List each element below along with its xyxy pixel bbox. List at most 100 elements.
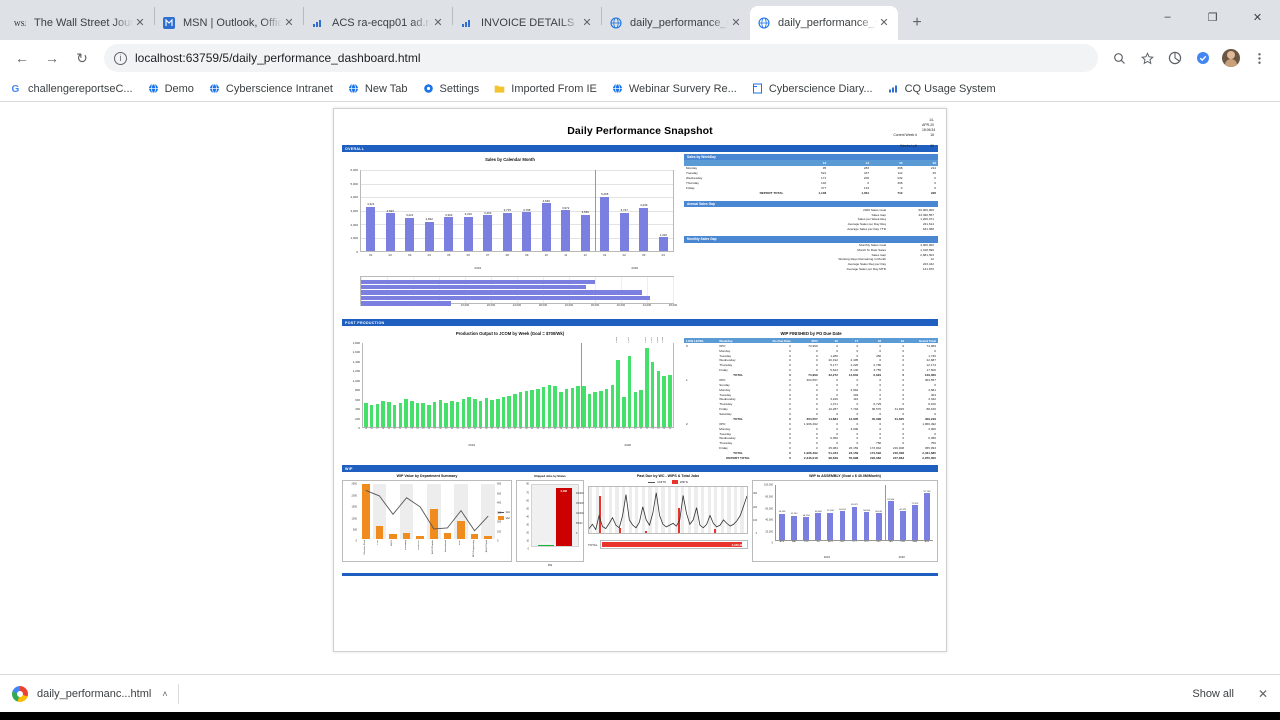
avatar[interactable] bbox=[1222, 49, 1240, 67]
y-tick-label-right: 300 bbox=[753, 493, 757, 496]
forward-button[interactable]: → bbox=[45, 50, 59, 66]
bar bbox=[593, 392, 598, 427]
bar-slot: 49 bbox=[558, 343, 564, 430]
tab-close-icon[interactable]: ✕ bbox=[731, 17, 741, 29]
cell: 0 bbox=[934, 412, 936, 417]
chevron-up-icon[interactable]: ˄ bbox=[162, 688, 168, 699]
sync-icon[interactable] bbox=[1190, 45, 1216, 71]
cell: 0 bbox=[856, 412, 859, 417]
close-window-button[interactable]: ✕ bbox=[1252, 11, 1263, 24]
cell: 0 bbox=[879, 348, 882, 353]
cell: 450 bbox=[875, 353, 882, 358]
browser-tab-2[interactable]: ACS ra-ecqp01 ad.radiusaerospa ✕ bbox=[304, 6, 452, 40]
total-cell: 129,066 bbox=[924, 373, 936, 378]
bar-slot: 4,239 03 bbox=[634, 170, 654, 257]
bookmark-cyberscience-intranet[interactable]: Cyberscience Intranet bbox=[208, 82, 333, 95]
bookmark-challengereports[interactable]: G challengereportseC... bbox=[10, 82, 133, 95]
bar-value-label: 3,715 bbox=[503, 208, 511, 213]
bar bbox=[815, 513, 822, 541]
bar bbox=[582, 385, 586, 427]
y-tick-label: 20,000 bbox=[765, 530, 773, 534]
x-tick-label: 49 bbox=[559, 428, 563, 430]
minimize-button[interactable]: – bbox=[1164, 11, 1171, 23]
annual-gap-row: Sales per Week Req 1,200,071 bbox=[684, 217, 938, 222]
cell: 171 bbox=[821, 175, 827, 180]
x-tick-label: 51 bbox=[571, 428, 574, 430]
browser-tab-0[interactable]: WSJ The Wall Street Journal - Breakin ✕ bbox=[6, 6, 154, 40]
x-tick-label: APR bbox=[924, 541, 930, 544]
bar bbox=[387, 401, 391, 427]
extension-icon[interactable] bbox=[1162, 45, 1188, 71]
bar-slot: 47 bbox=[547, 343, 553, 430]
category-band bbox=[714, 487, 718, 534]
menu-icon[interactable] bbox=[1246, 45, 1272, 71]
bar bbox=[714, 529, 717, 534]
bookmark-imported-from-ie[interactable]: Imported From IE bbox=[493, 82, 597, 95]
x-tick-label: 29 bbox=[444, 428, 448, 430]
bar bbox=[409, 400, 414, 427]
tab-close-icon[interactable]: ✕ bbox=[582, 17, 592, 29]
close-download-bar-icon[interactable]: ✕ bbox=[1257, 686, 1268, 701]
address-bar[interactable]: i localhost:63759/5/daily_performance_da… bbox=[104, 44, 1098, 72]
zoom-icon[interactable] bbox=[1106, 45, 1132, 71]
bar: 1,436 bbox=[616, 337, 620, 427]
maximize-button[interactable]: ❐ bbox=[1207, 11, 1218, 24]
bar-value-label: 1,436 bbox=[616, 337, 619, 343]
bar-slot: 6 bbox=[610, 343, 616, 430]
tab-close-icon[interactable]: ✕ bbox=[135, 17, 145, 29]
table-row: Wednesday 0 0 6,350 0 0 0 6,350 bbox=[684, 436, 938, 441]
bookmarks-bar: G challengereportseC... Demo Cyberscienc… bbox=[0, 76, 1280, 102]
tab-close-icon[interactable]: ✕ bbox=[284, 17, 294, 29]
bar: 1,205 bbox=[656, 337, 661, 427]
cell: 0 bbox=[879, 377, 882, 382]
table-row: 2 0PO 0 1,966,492 0 0 0 0 1,966,492 bbox=[684, 421, 938, 426]
bookmark-settings[interactable]: Settings bbox=[422, 82, 479, 95]
chrome-file-icon bbox=[12, 685, 28, 702]
tab-close-icon[interactable]: ✕ bbox=[433, 17, 443, 29]
bar bbox=[364, 402, 368, 427]
browser-tab-3[interactable]: INVOICE DETAILS ✕ bbox=[453, 6, 601, 40]
bar bbox=[530, 389, 534, 427]
y-tick-label: 800 bbox=[355, 388, 360, 393]
browser-tab-5-active[interactable]: daily_performance_snapshot_hea ✕ bbox=[750, 6, 898, 40]
x-tick-label: 32,000 bbox=[564, 304, 574, 307]
bar bbox=[576, 385, 580, 427]
bookmark-new-tab[interactable]: New Tab bbox=[347, 82, 408, 95]
x-tick-label: 44 bbox=[530, 428, 534, 430]
x-tick-label: 31 bbox=[456, 428, 459, 430]
bar bbox=[644, 530, 648, 534]
bar-slot: 33 bbox=[466, 343, 472, 430]
x-tick-label: 18 bbox=[381, 428, 385, 430]
bar bbox=[561, 210, 571, 251]
cell: 3,226 bbox=[830, 397, 838, 402]
bar bbox=[444, 217, 454, 251]
download-item[interactable]: daily_performanc...html ˄ bbox=[12, 685, 168, 702]
bookmark-cq-usage-system[interactable]: CQ Usage System bbox=[887, 82, 996, 95]
site-info-icon[interactable]: i bbox=[114, 51, 127, 65]
bookmark-star-icon[interactable] bbox=[1134, 45, 1160, 71]
chart-production-output-to-jcom: 0 200 400 600 800 1,000 1,200 1,400 1,600 1,800 15… bbox=[342, 337, 678, 450]
show-all-downloads-button[interactable]: Show all bbox=[1192, 687, 1234, 700]
new-tab-button[interactable]: + bbox=[912, 14, 922, 31]
back-button[interactable]: ← bbox=[15, 50, 29, 66]
table-sales-by-weekday: 13 14 15 16 Monday 95 283 368 214 Tuesday 521 437 11… bbox=[684, 160, 938, 195]
bookmark-cyberscience-diary[interactable]: Cyberscience Diary... bbox=[751, 82, 873, 95]
bookmark-demo[interactable]: Demo bbox=[147, 82, 194, 95]
bar-slot: 69,471 OCT bbox=[848, 485, 860, 543]
table-row: Thursday 0 0 0 0 750 0 750 bbox=[684, 441, 938, 446]
annual-gap-row: Average Sales per Day Req 241,614 bbox=[684, 222, 938, 227]
total-cell: 23,159 bbox=[848, 451, 859, 456]
y-tick-label-left: 100000 bbox=[576, 513, 584, 516]
bar-value-label: 72,975 bbox=[911, 502, 919, 505]
browser-tab-1[interactable]: MSN | Outlook, Office, Skype, Bi ✕ bbox=[155, 6, 303, 40]
reload-button[interactable]: ↻ bbox=[76, 49, 88, 66]
tab-close-icon[interactable]: ✕ bbox=[879, 17, 889, 29]
bookmark-webinar-survey[interactable]: Webinar Survery Re... bbox=[611, 82, 737, 95]
y-tick-label: 80 bbox=[526, 482, 529, 486]
bar-slot: 58,594 NOV bbox=[861, 485, 873, 544]
weekday-cell: 0PO bbox=[719, 377, 726, 382]
cell: 0 bbox=[902, 348, 905, 353]
group-total-row: TOTAL 0 74,969 32,272 14,834 6,991 0 129,066 bbox=[684, 373, 938, 378]
cell: 0 bbox=[789, 402, 791, 407]
browser-tab-4[interactable]: daily_performance_snapshot_hea ✕ bbox=[602, 6, 750, 40]
